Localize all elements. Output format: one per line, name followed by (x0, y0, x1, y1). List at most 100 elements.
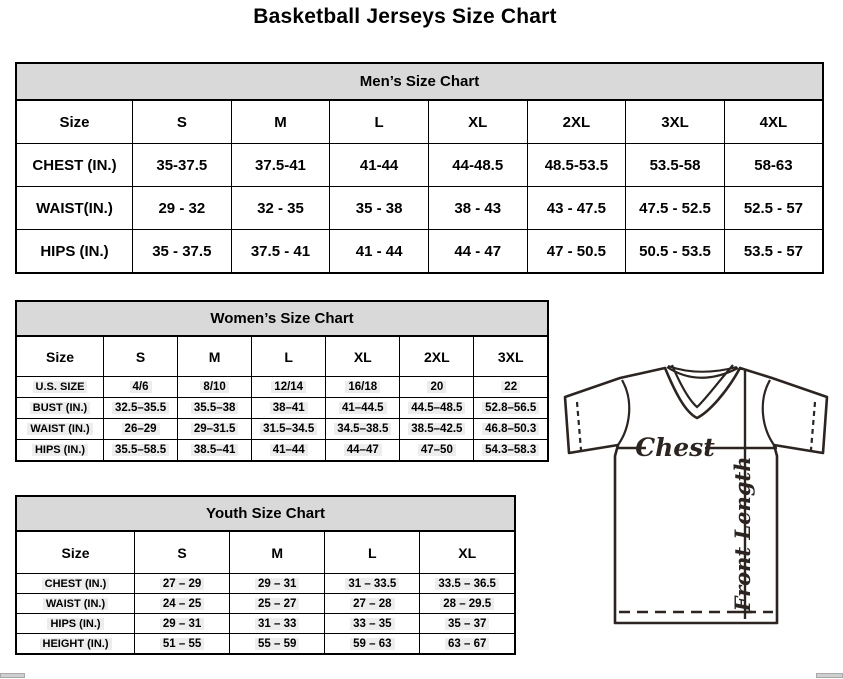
value-cell: 35 - 38 (329, 186, 429, 230)
youth-size-chart-section: Youth Size Chart Size S M L XL CHEST (IN.) 27 … (15, 495, 516, 655)
value-cell: 55 – 59 (229, 633, 326, 655)
value-text: 35 – 37 (445, 617, 490, 630)
value-cell: 35 – 37 (419, 613, 516, 634)
value-text: CHEST (IN.) (41, 577, 110, 590)
value-text: 51 – 55 (159, 637, 205, 650)
value-cell: 44-48.5 (427, 143, 528, 187)
value-text: HEIGHT (IN.) (39, 637, 112, 650)
measurement-row: HIPS (IN.) 35.5–58.5 38.5–41 41–44 44–47 47–5… (15, 439, 549, 462)
value-cell: 33.5 – 36.5 (419, 573, 516, 594)
value-text: 33 – 35 (350, 617, 395, 630)
value-text: 52.8–56.5 (482, 402, 540, 414)
value-text: 44–47 (343, 444, 382, 456)
header-row: Size S M L XL 2XL 3XL 4XL (15, 99, 824, 144)
value-text: BUST (IN.) (29, 402, 91, 414)
value-text: 35.5–58.5 (111, 444, 170, 456)
value-cell: 31 – 33 (229, 613, 326, 634)
mens-size-chart-section: Men’s Size Chart Size S M L XL 2XL 3XL 4XL CHEST… (15, 62, 824, 274)
jersey-outline (563, 366, 829, 625)
value-cell: 41 - 44 (329, 229, 429, 274)
left-armhole-seam (617, 379, 631, 446)
right-cuff-dashed-line (809, 401, 817, 451)
measurement-row: CHEST (IN.) 35-37.5 37.5-41 41-44 44-48.5 48.… (15, 143, 824, 187)
size-column-header: L (251, 335, 327, 377)
value-cell: 35.5–58.5 (102, 439, 179, 462)
value-cell: 22 (473, 376, 549, 398)
size-column-header: 2XL (399, 335, 475, 377)
value-cell: 35-37.5 (132, 143, 232, 187)
value-text: 28 – 29.5 (440, 597, 495, 610)
row-label: HIPS (IN.) (15, 613, 135, 634)
value-cell: 12/14 (251, 376, 327, 398)
size-column-header: 3XL (625, 99, 725, 144)
value-cell: 41–44 (251, 439, 327, 462)
size-column-header: XL (419, 530, 516, 574)
row-label: U.S. SIZE (15, 376, 104, 398)
value-text: HIPS (IN.) (31, 444, 89, 456)
value-text: 32.5–35.5 (111, 402, 170, 414)
horizontal-scrollbar-fragment-left[interactable] (0, 673, 25, 678)
value-cell: 41-44 (329, 143, 429, 187)
value-text: WAIST (IN.) (42, 597, 109, 610)
womens-size-table: Size S M L XL 2XL 3XL U.S. SIZE 4/6 8/10 12/14 16/1… (15, 335, 549, 462)
size-column-header: L (324, 530, 421, 574)
value-cell: 51 – 55 (133, 633, 231, 655)
horizontal-scrollbar-fragment-right[interactable] (816, 673, 843, 678)
size-column-header: S (102, 335, 179, 377)
value-text: 44.5–48.5 (408, 402, 466, 414)
value-text: 41–44.5 (338, 402, 387, 414)
value-cell: 47–50 (399, 439, 475, 462)
header-row: Size S M L XL (15, 530, 516, 574)
measurement-row: HEIGHT (IN.) 51 – 55 55 – 59 59 – 63 63 – 67 (15, 633, 516, 655)
value-cell: 35.5–38 (177, 397, 253, 419)
row-label: BUST (IN.) (15, 397, 104, 419)
front-length-measure-line (738, 369, 752, 619)
back-neck-arc-inner (667, 365, 738, 373)
measurement-row: BUST (IN.) 32.5–35.5 35.5–38 38–41 41–44.5 44… (15, 397, 549, 419)
youth-size-table: Size S M L XL CHEST (IN.) 27 – 29 29 – 31 31 – 3… (15, 530, 516, 655)
value-cell: 28 – 29.5 (419, 593, 516, 614)
measurement-row: WAIST (IN.) 24 – 25 25 – 27 27 – 28 28 – 29.… (15, 593, 516, 614)
size-column-header: M (230, 99, 331, 144)
value-text: 29 – 31 (255, 577, 300, 590)
value-text: 46.8–50.3 (482, 423, 540, 435)
value-cell: 29 – 31 (229, 573, 326, 594)
back-neck-arc-outer (666, 366, 739, 379)
jersey-measurement-diagram: Chest Front Length (563, 364, 829, 625)
value-text: 29 – 31 (159, 617, 205, 630)
value-cell: 38.5–42.5 (399, 418, 475, 440)
row-label: CHEST (IN.) (15, 143, 133, 187)
youth-size-chart-title: Youth Size Chart (15, 495, 516, 530)
measurement-row: HIPS (IN.) 35 - 37.5 37.5 - 41 41 - 44 44 - … (15, 229, 824, 274)
value-text: 54.3–58.3 (482, 444, 540, 456)
page-title: Basketball Jerseys Size Chart (253, 5, 557, 28)
value-text: 38.5–41 (190, 444, 239, 456)
value-text: 27 – 29 (159, 577, 205, 590)
value-text: U.S. SIZE (32, 381, 88, 393)
size-header-cell: Size (15, 99, 133, 144)
value-text: 22 (501, 381, 521, 393)
row-label: WAIST(IN.) (15, 186, 133, 230)
value-cell: 38 - 43 (427, 186, 528, 230)
value-cell: 26–29 (102, 418, 179, 440)
value-text: 63 – 67 (445, 637, 490, 650)
value-cell: 16/18 (325, 376, 401, 398)
size-header-cell: Size (15, 530, 135, 574)
value-cell: 41–44.5 (325, 397, 401, 419)
value-cell: 29 - 32 (132, 186, 232, 230)
value-text: 20 (427, 381, 447, 393)
value-cell: 37.5 - 41 (230, 229, 331, 274)
value-text: 25 – 27 (255, 597, 300, 610)
chest-label: Chest (635, 433, 715, 462)
value-cell: 33 – 35 (324, 613, 421, 634)
value-cell: 25 – 27 (229, 593, 326, 614)
row-label: WAIST (IN.) (15, 593, 135, 614)
value-cell: 43 - 47.5 (526, 186, 627, 230)
value-text: 38–41 (269, 402, 308, 414)
value-text: 27 – 28 (350, 597, 395, 610)
value-cell: 37.5-41 (230, 143, 331, 187)
value-cell: 54.3–58.3 (473, 439, 549, 462)
value-cell: 38–41 (251, 397, 327, 419)
value-text: 4/6 (129, 381, 152, 393)
value-text: 33.5 – 36.5 (435, 577, 499, 590)
